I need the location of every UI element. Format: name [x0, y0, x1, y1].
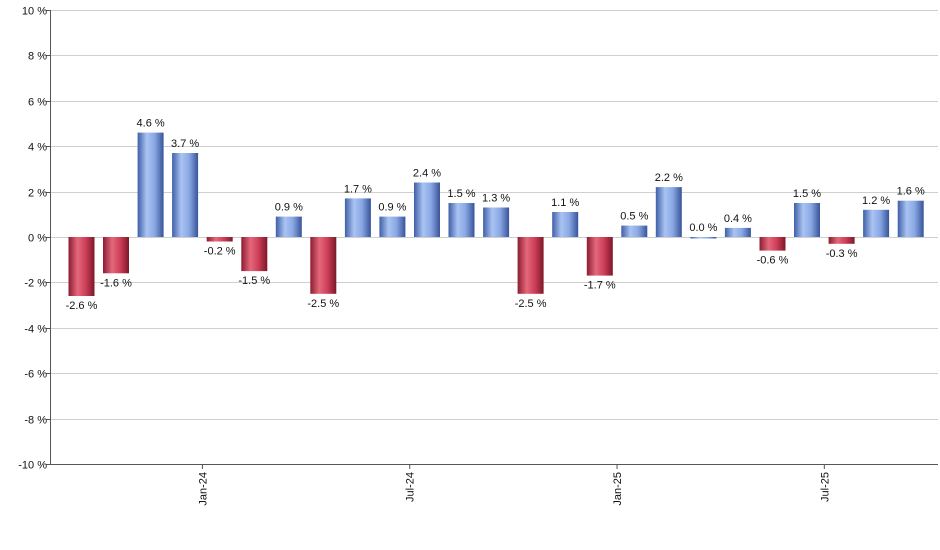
y-tick-label: -2 % [24, 278, 47, 290]
bar-value-label: 4.6 % [137, 118, 165, 130]
bar-value-label: 0.9 % [378, 202, 406, 214]
y-tick-label: 10 % [22, 6, 47, 18]
bar [655, 187, 682, 237]
bar [310, 237, 337, 294]
x-axis-tick-labels: Jan-24 Jul-24 Jan-25 Jul-25 [197, 464, 831, 506]
bar [137, 132, 164, 237]
gridlines [46, 10, 938, 465]
bar-value-label: 0.0 % [689, 222, 717, 234]
bar-value-label: 1.5 % [793, 188, 821, 200]
bar [828, 237, 855, 244]
bar [759, 237, 786, 251]
bars [68, 132, 924, 296]
x-tick-label: Jul-24 [405, 472, 417, 502]
bar [517, 237, 544, 294]
bar-value-label: -1.7 % [584, 280, 616, 292]
bar [379, 216, 406, 237]
y-axis-tick-labels: 10 % 8 % 6 % 4 % 2 % 0 % -2 % -4 % -6 % -8 % -10 % [18, 6, 47, 472]
bar-value-labels: -2.6 %-1.6 % 4.6 % 3.7 % -0.2 % -1.5 % 0.9 % -… [66, 118, 925, 312]
bar [344, 198, 371, 237]
bar-value-label: -2.5 % [515, 298, 547, 310]
bar-value-label: 0.4 % [724, 213, 752, 225]
axes [50, 10, 938, 465]
y-tick-label: 4 % [28, 142, 47, 154]
y-tick-label: -6 % [24, 369, 47, 381]
x-tick-label: Jan-24 [197, 472, 209, 506]
bar-value-label: -1.5 % [238, 275, 270, 287]
bar [414, 182, 440, 237]
x-tick-label: Jul-25 [819, 472, 831, 502]
bar-value-label: -2.6 % [66, 300, 98, 312]
bar [552, 212, 579, 237]
bar-value-label: 0.9 % [275, 202, 303, 214]
bar-value-label: 1.1 % [551, 197, 579, 209]
bar [586, 237, 613, 276]
y-tick-label: 6 % [28, 97, 47, 109]
bar [863, 209, 890, 237]
y-tick-label: 8 % [28, 51, 47, 63]
y-tick-label: 0 % [28, 233, 47, 245]
y-tick-label: -10 % [18, 460, 47, 472]
bar [724, 227, 751, 237]
bar-value-label: -0.2 % [204, 246, 236, 258]
x-tick-label: Jan-25 [612, 472, 624, 506]
bar [68, 237, 95, 296]
bar-value-label: 2.4 % [413, 168, 441, 180]
bar-value-label: 2.2 % [655, 172, 683, 184]
bar [206, 237, 233, 242]
bar [690, 237, 717, 239]
bar [172, 153, 199, 237]
bar-value-label: -2.5 % [307, 298, 339, 310]
bar-value-label: 1.5 % [447, 188, 475, 200]
bar [794, 203, 820, 237]
bar [621, 225, 648, 237]
bar [275, 216, 302, 237]
bar-value-label: -0.6 % [757, 255, 789, 267]
bar [897, 200, 924, 237]
bar-value-label: 1.6 % [897, 186, 925, 198]
y-tick-label: -4 % [24, 324, 47, 336]
bar-value-label: 0.5 % [620, 211, 648, 223]
bar-value-label: 1.3 % [482, 193, 510, 205]
y-tick-label: -8 % [24, 415, 47, 427]
bar-value-label: -0.3 % [826, 248, 858, 260]
y-tick-label: 2 % [28, 188, 47, 200]
bar [483, 207, 510, 237]
bar-value-label: 1.7 % [344, 183, 372, 195]
bar [241, 237, 268, 272]
bar [103, 237, 129, 274]
bar [448, 203, 475, 237]
bar-value-label: -1.6 % [100, 277, 132, 289]
bar-value-label: 1.2 % [862, 195, 890, 207]
bar-value-label: 3.7 % [171, 138, 199, 150]
